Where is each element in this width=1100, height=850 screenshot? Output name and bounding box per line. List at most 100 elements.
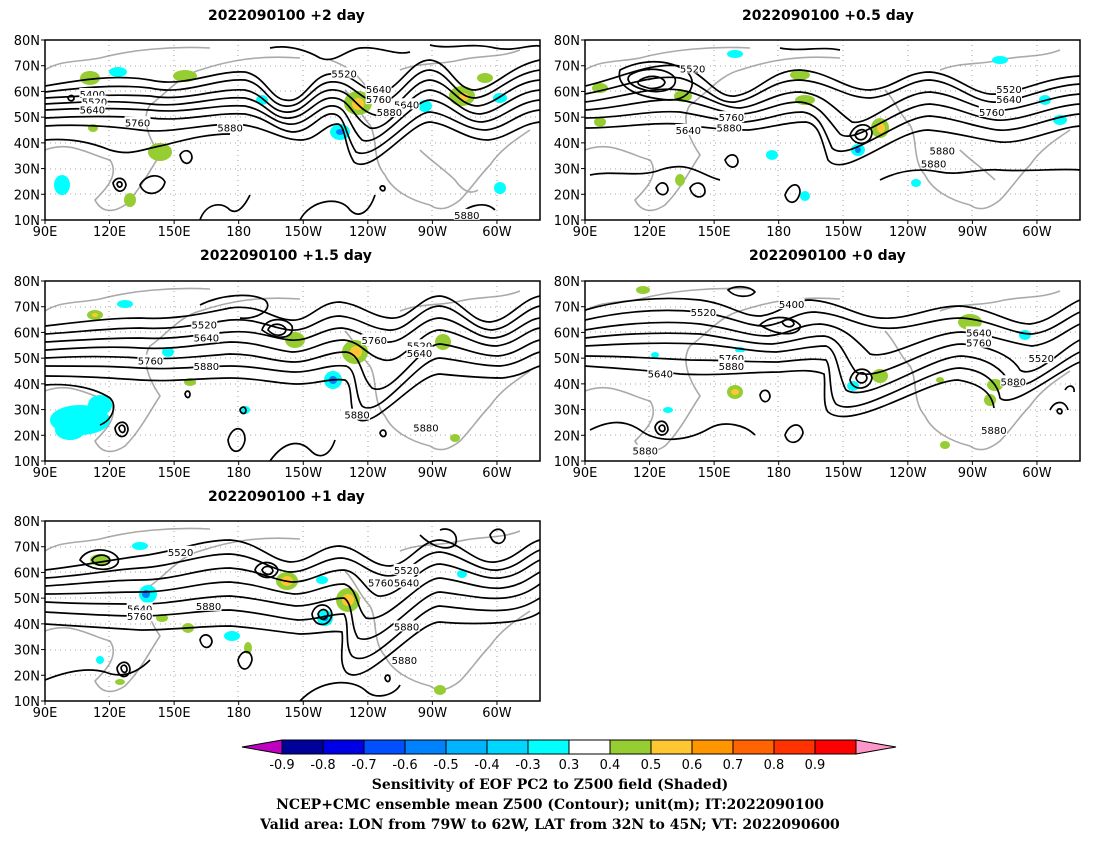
contour-label-bg [1000, 375, 1027, 387]
colorbar-label: -0.9 [269, 758, 294, 773]
contour-label: 5760 [138, 357, 163, 368]
footer-line-2: NCEP+CMC ensemble mean Z500 (Contour); u… [276, 797, 824, 813]
lat-tick-label: 80N [14, 275, 40, 290]
lat-tick-label: 80N [554, 275, 580, 290]
panel-title-plus2day: 2022090100 +2 day [208, 8, 365, 24]
contour-label: 5400 [80, 90, 105, 101]
colorbar-box [445, 739, 488, 755]
contour-label: 5760 [125, 118, 150, 129]
contour-label-bg [393, 576, 420, 588]
contour-label-bg [679, 62, 706, 74]
contour-label: 5520 [407, 341, 432, 352]
lat-tick-label: 50N [554, 111, 580, 126]
lat-tick-label: 40N [14, 618, 40, 633]
z500-contours [45, 528, 540, 701]
lat-tick-label: 60N [14, 85, 40, 100]
lat-tick-label: 40N [554, 378, 580, 393]
contour-label: 5520 [168, 548, 193, 559]
contour-label: 5640 [407, 349, 432, 360]
contour-label: 5880 [716, 123, 741, 134]
lon-tick-label: 180 [226, 706, 251, 721]
contour-label: 5880 [930, 147, 955, 158]
contour-label-bg [393, 563, 420, 575]
contour-label: 5640 [127, 604, 152, 615]
contour-label-bg [195, 599, 222, 611]
map-panel-plus0.5day: 90E 120E 150E 180 150W 120W 90W 60W 80N 70N 60N 50N… [554, 34, 1081, 240]
lon-tick-label: 150E [698, 225, 731, 240]
lon-tick-label: 90E [33, 225, 58, 240]
contour-label-bg [995, 82, 1022, 94]
axis-labels: 90E 120E 150E 180 150W 120W 90W 60W 80N 70N 60N 50N… [554, 275, 1052, 481]
contour-label-bg [376, 106, 403, 117]
lon-tick-label: 180 [766, 466, 791, 481]
lon-tick-label: 120W [349, 466, 387, 481]
colorbar-box [527, 739, 570, 755]
lat-tick-label: 20N [14, 188, 40, 203]
grid-layer [45, 281, 540, 461]
footer-line-3: Valid area: LON from 79W to 62W, LAT fro… [260, 817, 840, 833]
colorbar-box [568, 739, 611, 755]
contour-label-bg [995, 93, 1022, 105]
lat-tick-label: 10N [14, 214, 40, 229]
contour-label: 5760 [366, 95, 391, 106]
lat-tick-label: 30N [14, 404, 40, 419]
contour-label: 5880 [196, 602, 221, 613]
lon-tick-label: 60W [482, 706, 512, 721]
axis-labels: 90E 120E 150E 180 150W 120W 90W 60W 80N 70N 60N 50N… [14, 275, 512, 481]
coastline-layer [585, 46, 1071, 212]
lat-tick-label: 70N [14, 541, 40, 556]
contour-label: 5520 [996, 85, 1021, 96]
colorbar-label: 0.8 [764, 758, 785, 773]
contour-label: 5520 [331, 69, 356, 80]
axis-labels: 90E 120E 150E 180 150W 120W 90W 60W 80N 70N 60N 50N… [554, 34, 1052, 240]
lon-tick-label: 150W [824, 466, 862, 481]
contour-label-layer: 5520540056405760576058805640552058805880… [632, 298, 1055, 458]
lon-tick-label: 120E [633, 225, 666, 240]
contour-label: 5880 [394, 622, 419, 633]
colorbar-box [732, 739, 775, 755]
contour-label-bg [126, 602, 153, 614]
contour-label: 5760 [966, 339, 991, 350]
contour-label-bg [361, 334, 388, 346]
lon-tick-label: 120W [889, 225, 927, 240]
lon-tick-label: 150E [158, 225, 191, 240]
lat-tick-label: 80N [554, 34, 580, 49]
map-frame [44, 520, 541, 702]
lat-tick-label: 30N [554, 404, 580, 419]
colorbar-label: -0.3 [515, 758, 540, 773]
contour-label: 5640 [366, 85, 391, 96]
colorbar-label: 0.4 [600, 758, 621, 773]
contour-label: 5760 [719, 113, 744, 124]
lon-tick-label: 90E [33, 706, 58, 721]
lon-tick-label: 60W [1022, 466, 1052, 481]
lon-tick-label: 120W [889, 466, 927, 481]
lon-tick-label: 150W [284, 466, 322, 481]
lon-tick-label: 150E [698, 466, 731, 481]
colorbar-box [404, 739, 447, 755]
contour-label-bg [167, 545, 194, 557]
colorbar-box [322, 739, 365, 755]
contour-label-bg [391, 653, 418, 665]
contour-label-bg [716, 121, 743, 133]
colorbar-label: 0.3 [559, 758, 580, 773]
colorbar-label: 0.9 [805, 758, 826, 773]
contour-label: 5760 [719, 354, 744, 365]
lon-tick-label: 90W [418, 706, 448, 721]
lat-tick-label: 70N [14, 301, 40, 316]
colorbar: -0.9 -0.8 -0.7 -0.6 -0.5 -0.4 -0.3 0.3 0.4 0.5 0.6… [241, 739, 897, 773]
contour-label: 5520 [691, 308, 716, 319]
map-frame [44, 39, 541, 221]
colorbar-box [814, 739, 857, 755]
lon-tick-label: 60W [482, 225, 512, 240]
contour-label: 5400 [779, 300, 804, 311]
lon-tick-label: 90W [418, 225, 448, 240]
contour-label-bg [406, 339, 433, 351]
lon-tick-label: 150W [284, 225, 322, 240]
lat-tick-label: 10N [554, 455, 580, 470]
contour-label: 5640 [80, 105, 105, 116]
contour-label-bg [980, 424, 1007, 436]
lon-tick-label: 180 [226, 225, 251, 240]
contour-label: 5880 [344, 411, 369, 422]
